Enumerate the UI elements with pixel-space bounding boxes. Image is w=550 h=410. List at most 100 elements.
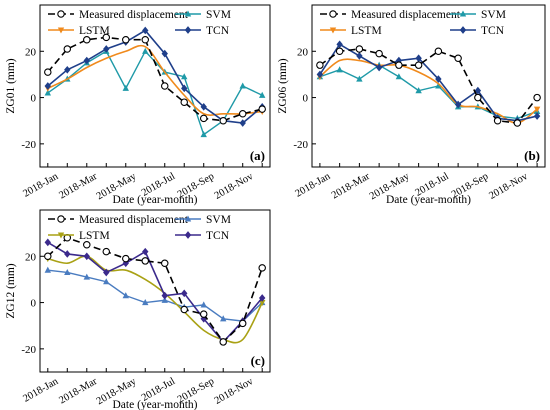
data-point	[141, 35, 150, 44]
data-point	[83, 240, 91, 249]
y-axis-label: ZG01 (mm)	[5, 58, 17, 113]
data-point	[395, 61, 403, 69]
data-point	[239, 82, 246, 89]
series-0	[316, 45, 541, 127]
series-3	[44, 238, 266, 346]
data-point	[513, 119, 522, 127]
y-tick-label: 20	[25, 251, 37, 263]
data-point	[64, 65, 71, 74]
legend-label: LSTM	[79, 25, 110, 37]
x-tick-label: 2018-Nov	[213, 171, 256, 202]
data-point	[533, 93, 541, 102]
data-point	[238, 319, 247, 328]
data-point	[83, 252, 90, 261]
data-point	[142, 26, 149, 35]
data-point	[375, 49, 383, 58]
data-point	[493, 116, 502, 125]
panel-label: (a)	[250, 148, 265, 163]
series-line	[47, 44, 263, 116]
series-line	[47, 269, 263, 322]
data-point	[316, 70, 324, 79]
data-point	[219, 116, 227, 125]
x-tick-label: 2018-Mar	[57, 376, 99, 407]
data-point	[200, 301, 207, 308]
plot-frame	[311, 4, 546, 168]
series-1	[44, 255, 266, 344]
data-point	[533, 106, 541, 113]
data-point	[180, 98, 188, 106]
data-point	[435, 75, 442, 83]
legend-marker	[329, 10, 337, 18]
legend: Measured displacement LSTM SVM TCN	[320, 9, 506, 37]
data-point	[335, 47, 344, 56]
data-point	[122, 254, 130, 263]
data-point	[44, 252, 52, 261]
data-point	[336, 66, 343, 73]
legend-item: TCN	[450, 25, 505, 37]
legend-label: Measured displacement	[79, 9, 189, 21]
data-point	[141, 257, 150, 265]
series-3	[316, 40, 541, 125]
legend-item: Measured displacement	[320, 9, 461, 21]
data-point	[142, 47, 149, 54]
data-point	[103, 268, 110, 277]
legend-label: TCN	[481, 25, 505, 37]
data-point	[434, 47, 443, 56]
x-axis-label: Date (year-month)	[112, 194, 197, 206]
series-line	[319, 58, 538, 124]
series-line	[47, 255, 263, 344]
legend-item: SVM	[450, 9, 506, 21]
legend-item: SVM	[175, 9, 231, 21]
data-point	[415, 54, 422, 63]
legend-marker	[184, 215, 192, 222]
data-point	[142, 247, 149, 256]
data-point	[161, 49, 168, 58]
data-point	[122, 292, 129, 299]
legend-item: TCN	[175, 25, 230, 37]
data-point	[220, 315, 227, 322]
series-line	[319, 43, 538, 122]
data-point	[63, 45, 72, 53]
data-point	[161, 291, 168, 300]
data-point	[259, 294, 266, 302]
data-point	[64, 250, 71, 258]
data-point	[356, 52, 363, 60]
data-point	[258, 264, 266, 272]
data-point	[239, 119, 246, 127]
data-point	[238, 110, 247, 118]
data-point	[414, 61, 423, 69]
y-tick-label: 0	[303, 93, 309, 105]
x-tick-label: 2018-Mar	[57, 171, 99, 202]
data-point	[219, 338, 227, 346]
data-point	[474, 93, 482, 102]
legend-marker	[459, 26, 467, 34]
data-point	[454, 100, 462, 109]
legend-label: SVM	[481, 9, 506, 21]
data-point	[161, 296, 168, 303]
data-point	[395, 73, 403, 80]
y-tick-label: 20	[297, 46, 309, 58]
y-tick-label: -20	[21, 344, 36, 356]
legend-marker	[184, 10, 192, 17]
series-0	[44, 234, 266, 346]
legend-marker	[57, 27, 65, 34]
data-point	[356, 75, 363, 82]
data-point	[44, 68, 52, 76]
legend-item: LSTM	[48, 230, 110, 242]
data-point	[316, 61, 324, 69]
legend: Measured displacement LSTM SVM TCN	[48, 214, 231, 242]
data-point	[336, 40, 343, 49]
data-point	[83, 273, 90, 280]
legend-item: Measured displacement	[48, 9, 189, 21]
data-point	[474, 86, 482, 95]
data-point	[83, 56, 90, 65]
x-axis-label: Date (year-month)	[386, 194, 471, 206]
data-point	[415, 87, 422, 94]
data-point	[454, 54, 462, 62]
data-point	[181, 289, 188, 298]
x-tick-label: 2018-Nov	[213, 376, 256, 407]
legend-marker	[57, 10, 65, 18]
data-point	[181, 84, 188, 93]
series-3	[44, 26, 266, 127]
